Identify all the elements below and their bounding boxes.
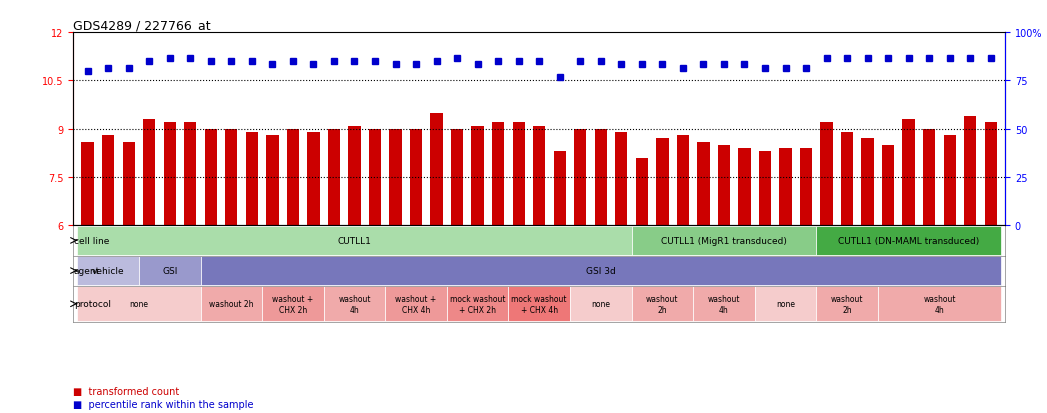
Bar	[349, 126, 360, 226]
Bar	[759, 152, 772, 226]
Bar	[800, 149, 812, 226]
Text: mock washout
+ CHX 2h: mock washout + CHX 2h	[450, 294, 506, 314]
Text: washout
2h: washout 2h	[831, 294, 864, 314]
Bar	[409, 129, 422, 226]
Text: none: none	[130, 299, 149, 309]
Text: protocol: protocol	[73, 299, 111, 309]
Bar	[862, 139, 874, 226]
Bar	[574, 129, 586, 226]
Bar	[676, 136, 689, 226]
FancyBboxPatch shape	[509, 287, 570, 321]
Text: none: none	[592, 299, 610, 309]
Bar	[964, 116, 977, 226]
Bar	[779, 149, 792, 226]
Text: washout 2h: washout 2h	[209, 299, 253, 309]
Bar	[492, 123, 505, 226]
Bar	[389, 129, 402, 226]
Bar	[266, 136, 279, 226]
FancyBboxPatch shape	[139, 256, 201, 285]
FancyBboxPatch shape	[693, 287, 755, 321]
Text: vehicle: vehicle	[92, 266, 125, 275]
Text: mock washout
+ CHX 4h: mock washout + CHX 4h	[511, 294, 567, 314]
FancyBboxPatch shape	[77, 256, 139, 285]
Bar	[204, 129, 217, 226]
Text: GDS4289 / 227766_at: GDS4289 / 227766_at	[73, 19, 210, 32]
FancyBboxPatch shape	[817, 226, 1001, 255]
Text: none: none	[776, 299, 795, 309]
FancyBboxPatch shape	[385, 287, 447, 321]
Bar	[225, 129, 238, 226]
Bar	[451, 129, 463, 226]
Bar	[903, 120, 915, 226]
Bar	[328, 129, 340, 226]
FancyBboxPatch shape	[324, 287, 385, 321]
Bar	[923, 129, 935, 226]
Bar	[821, 123, 832, 226]
Text: ■  transformed count: ■ transformed count	[73, 387, 179, 396]
FancyBboxPatch shape	[201, 287, 262, 321]
Text: washout
4h: washout 4h	[338, 294, 371, 314]
Bar	[369, 129, 381, 226]
Bar	[656, 139, 669, 226]
Bar	[697, 142, 710, 226]
FancyBboxPatch shape	[77, 287, 201, 321]
Text: washout
4h: washout 4h	[708, 294, 740, 314]
FancyBboxPatch shape	[631, 287, 693, 321]
FancyBboxPatch shape	[447, 287, 509, 321]
Text: washout +
CHX 4h: washout + CHX 4h	[396, 294, 437, 314]
Text: washout
4h: washout 4h	[923, 294, 956, 314]
Bar	[636, 158, 648, 226]
Bar	[595, 129, 607, 226]
Bar	[984, 123, 997, 226]
FancyBboxPatch shape	[755, 287, 817, 321]
Bar	[122, 142, 135, 226]
Bar	[163, 123, 176, 226]
Bar	[841, 133, 853, 226]
Bar	[184, 123, 197, 226]
Bar	[102, 136, 114, 226]
Bar	[513, 123, 525, 226]
Text: CUTLL1: CUTLL1	[337, 236, 372, 245]
FancyBboxPatch shape	[631, 226, 817, 255]
Bar	[738, 149, 751, 226]
Bar	[430, 113, 443, 226]
FancyBboxPatch shape	[262, 287, 324, 321]
Text: CUTLL1 (DN-MAML transduced): CUTLL1 (DN-MAML transduced)	[838, 236, 979, 245]
Text: washout +
CHX 2h: washout + CHX 2h	[272, 294, 313, 314]
Bar	[471, 126, 484, 226]
Bar	[246, 133, 258, 226]
Bar	[533, 126, 545, 226]
Text: GSI: GSI	[162, 266, 177, 275]
Text: cell line: cell line	[73, 236, 109, 245]
Text: washout
2h: washout 2h	[646, 294, 678, 314]
FancyBboxPatch shape	[877, 287, 1001, 321]
Bar	[718, 145, 730, 226]
Text: ■  percentile rank within the sample: ■ percentile rank within the sample	[73, 399, 253, 409]
Bar	[82, 142, 94, 226]
Text: agent: agent	[73, 266, 99, 275]
Bar	[616, 133, 627, 226]
Bar	[143, 120, 155, 226]
Bar	[307, 133, 319, 226]
FancyBboxPatch shape	[817, 287, 877, 321]
FancyBboxPatch shape	[77, 226, 631, 255]
Bar	[287, 129, 299, 226]
Bar	[554, 152, 565, 226]
Bar	[943, 136, 956, 226]
FancyBboxPatch shape	[570, 287, 631, 321]
FancyBboxPatch shape	[201, 256, 1001, 285]
Bar	[882, 145, 894, 226]
Text: GSI 3d: GSI 3d	[586, 266, 616, 275]
Text: CUTLL1 (MigR1 transduced): CUTLL1 (MigR1 transduced)	[661, 236, 787, 245]
